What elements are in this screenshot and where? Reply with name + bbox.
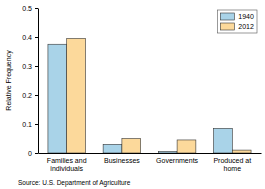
- tick: 0.3: [22, 63, 38, 70]
- tick-mark: [35, 95, 38, 96]
- bar: [103, 144, 122, 153]
- bar: [67, 38, 86, 153]
- tick-label: Governments: [156, 157, 199, 164]
- tick-mark: [35, 37, 38, 38]
- tick: Businesses: [104, 157, 140, 164]
- tick: 0.2: [22, 92, 38, 99]
- legend-swatch: [220, 13, 234, 20]
- tick-label: Families andindividuals: [47, 157, 87, 172]
- axis-line: [39, 153, 262, 154]
- bar: [232, 150, 251, 153]
- tick: 0.5: [22, 5, 38, 12]
- tick-label: 0.4: [22, 34, 32, 41]
- x-axis: Families andindividuals Businesses Governm…: [39, 154, 262, 172]
- legend-label: 1940: [238, 13, 254, 20]
- tick-label: Businesses: [104, 157, 140, 164]
- legend-item: 2012: [220, 23, 254, 30]
- bar: [214, 128, 233, 153]
- bar: [177, 140, 196, 153]
- tick-mark: [35, 124, 38, 125]
- legend: 1940 2012: [217, 10, 257, 33]
- tick: 0.4: [22, 34, 38, 41]
- y-axis: 0 0.1 0.2 0.3 0.4 0.5: [22, 5, 38, 157]
- tick-mark: [35, 153, 38, 154]
- tick-mark: [35, 8, 38, 9]
- y-axis-title: Relative Frequency: [5, 50, 13, 111]
- tick-label: 0: [28, 150, 32, 157]
- bar: [48, 44, 67, 153]
- tick-label: 0.5: [22, 5, 32, 12]
- legend-swatch: [220, 23, 234, 30]
- bar: [158, 152, 177, 153]
- legend-frame: [217, 10, 257, 33]
- tick: 0: [28, 150, 38, 157]
- tick: Governments: [156, 157, 199, 164]
- tick-label: 0.2: [22, 92, 32, 99]
- tick-label: 0.1: [22, 121, 32, 128]
- chart: 0 0.1 0.2 0.3 0.4 0.5 Families andindividuals B…: [0, 0, 265, 189]
- tick-mark: [35, 66, 38, 67]
- tick-label: 0.3: [22, 63, 32, 70]
- plot: 0 0.1 0.2 0.3 0.4 0.5 Families andindividuals B…: [22, 5, 261, 172]
- source: Source: U.S. Department of Agriculture: [18, 179, 131, 187]
- legend-item: 1940: [220, 13, 254, 20]
- legend-label: 2012: [238, 23, 254, 30]
- tick: 0.1: [22, 121, 38, 128]
- tick-label: Produced athome: [213, 157, 251, 172]
- tick: Produced athome: [213, 157, 251, 172]
- bar: [122, 139, 141, 154]
- axis-line: [38, 9, 39, 154]
- tick: Families andindividuals: [47, 157, 87, 172]
- bars: [48, 38, 251, 153]
